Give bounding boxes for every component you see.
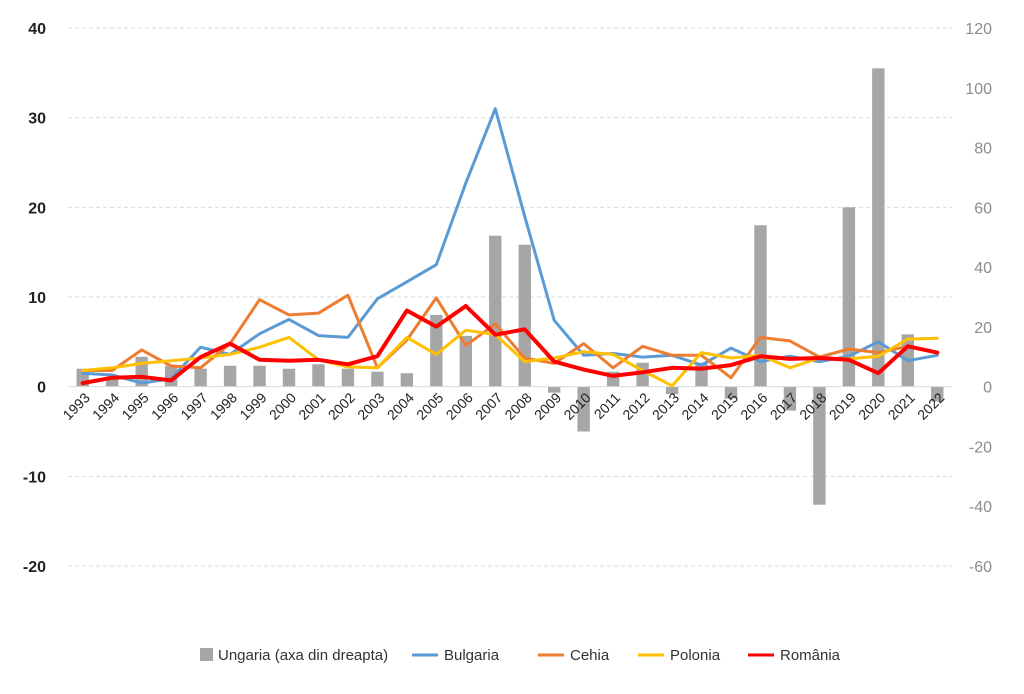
right-tick-label: 100 bbox=[965, 81, 992, 98]
x-tick-label: 2003 bbox=[354, 389, 387, 422]
series-line-polonia bbox=[81, 328, 939, 388]
x-tick-label: 1997 bbox=[177, 389, 210, 422]
x-tick-label: 1995 bbox=[118, 389, 151, 422]
bar-ungaria-2008 bbox=[518, 244, 531, 387]
x-tick-label: 2021 bbox=[885, 389, 918, 422]
left-tick-label: 0 bbox=[37, 380, 46, 397]
legend-label-bulgaria: Bulgaria bbox=[444, 647, 500, 664]
x-tick-label: 2005 bbox=[413, 389, 446, 422]
left-tick-label: 10 bbox=[28, 290, 46, 307]
x-tick-label: 2013 bbox=[649, 389, 682, 422]
legend-label-rom-nia: România bbox=[780, 647, 841, 664]
legend-swatch-ungaria-axa-din-dreapta bbox=[200, 648, 213, 661]
bar-ungaria-2019 bbox=[842, 207, 856, 387]
bar-ungaria-2006 bbox=[459, 335, 472, 387]
left-tick-label: -20 bbox=[23, 559, 46, 576]
bar-ungaria-2010 bbox=[577, 386, 590, 432]
x-tick-label: 2006 bbox=[443, 389, 476, 422]
bar-ungaria-2015 bbox=[724, 386, 738, 399]
x-tick-label: 1993 bbox=[60, 389, 93, 422]
left-tick-label: 40 bbox=[28, 21, 46, 38]
x-tick-label: 2000 bbox=[266, 389, 299, 422]
x-tick-label: 1999 bbox=[236, 389, 269, 422]
bar-ungaria-2016 bbox=[754, 225, 767, 387]
right-tick-label: 0 bbox=[983, 380, 992, 397]
legend: Ungaria (axa din dreapta) Bulgaria Cehia Po… bbox=[200, 647, 841, 664]
left-tick-label: -10 bbox=[23, 469, 46, 486]
x-tick-label: 2014 bbox=[678, 389, 711, 422]
x-tick-label: 2001 bbox=[295, 389, 328, 422]
bar-ungaria-2007 bbox=[489, 235, 502, 387]
bar-ungaria-1999 bbox=[253, 365, 266, 387]
bar-ungaria-2000 bbox=[282, 368, 296, 387]
right-tick-label: 20 bbox=[974, 320, 992, 337]
x-tick-label: 2009 bbox=[531, 389, 564, 422]
x-tick-label: 2012 bbox=[619, 389, 652, 422]
bar-ungaria-2004 bbox=[400, 373, 414, 387]
legend-label-cehia: Cehia bbox=[570, 647, 610, 664]
right-tick-label: -40 bbox=[969, 499, 992, 516]
x-tick-label: 2020 bbox=[855, 389, 888, 422]
bar-ungaria-2001 bbox=[312, 364, 325, 387]
bar-series bbox=[76, 68, 944, 505]
gridlines bbox=[68, 27, 952, 567]
right-tick-label: 40 bbox=[974, 260, 992, 277]
right-axis-ticks: 120 100 80 60 40 20 0 -20 -40 -60 bbox=[965, 21, 992, 576]
bar-ungaria-2013 bbox=[665, 386, 679, 395]
right-tick-label: 80 bbox=[974, 141, 992, 158]
bar-ungaria-2002 bbox=[341, 368, 355, 387]
bar-ungaria-2022 bbox=[931, 386, 944, 402]
right-tick-label: -60 bbox=[969, 559, 992, 576]
legend-label-ungaria-axa-din-dreapta: Ungaria (axa din dreapta) bbox=[218, 647, 388, 664]
x-tick-label: 1998 bbox=[207, 389, 240, 422]
right-tick-label: 60 bbox=[974, 200, 992, 217]
bar-ungaria-2003 bbox=[371, 371, 384, 387]
series-line-cehia bbox=[81, 293, 939, 380]
x-tick-label: 2007 bbox=[472, 389, 505, 422]
x-tick-label: 2019 bbox=[826, 389, 859, 422]
right-tick-label: 120 bbox=[965, 21, 992, 38]
line-series bbox=[80, 107, 940, 388]
left-tick-label: 30 bbox=[28, 111, 46, 128]
bar-ungaria-1998 bbox=[223, 365, 237, 387]
bar-ungaria-1994 bbox=[106, 377, 119, 387]
legend-label-polonia: Polonia bbox=[670, 647, 721, 664]
bar-ungaria-2005 bbox=[430, 314, 443, 387]
bar-ungaria-2020 bbox=[872, 68, 885, 387]
bar-ungaria-2018 bbox=[813, 386, 826, 505]
right-tick-label: -20 bbox=[969, 439, 992, 456]
x-tick-label: 1994 bbox=[89, 389, 122, 422]
series-line-rom-nia bbox=[80, 304, 940, 386]
x-tick-label: 2002 bbox=[325, 389, 358, 422]
x-tick-label: 1996 bbox=[148, 389, 181, 422]
x-tick-label: 2008 bbox=[502, 389, 535, 422]
bar-ungaria-1997 bbox=[194, 368, 207, 387]
left-tick-label: 20 bbox=[28, 200, 46, 217]
x-tick-label: 2004 bbox=[384, 389, 417, 422]
left-axis-ticks: 40 30 20 10 0 -10 -20 bbox=[23, 21, 46, 576]
bar-ungaria-2009 bbox=[548, 386, 561, 393]
bar-ungaria-2017 bbox=[783, 386, 797, 411]
x-tick-label: 2011 bbox=[591, 389, 624, 422]
x-tick-label: 2016 bbox=[737, 389, 770, 422]
